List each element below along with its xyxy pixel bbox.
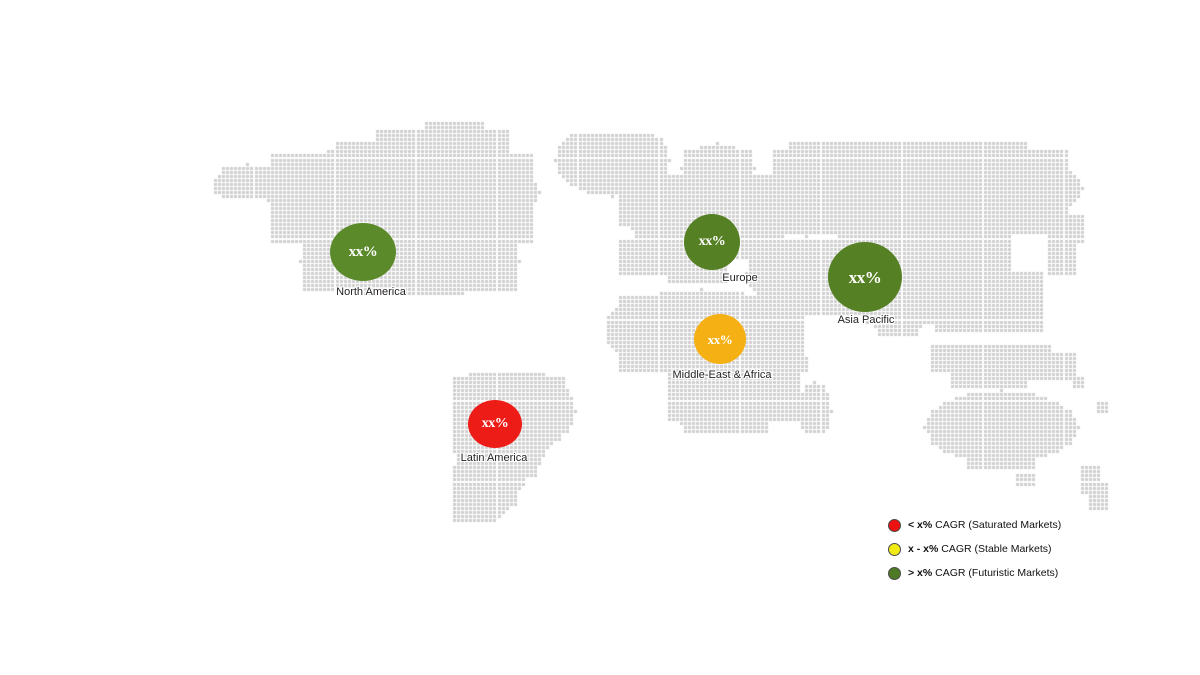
- legend-item-saturated[interactable]: < x% CAGR (Saturated Markets): [888, 518, 1061, 532]
- legend-swatch-futuristic: [888, 566, 901, 580]
- legend: < x% CAGR (Saturated Markets) x - x% CAGR…: [888, 518, 1061, 580]
- region-label-asia-pacific: Asia Pacific: [837, 314, 895, 326]
- region-label-europe: Europe: [722, 272, 758, 284]
- region-marker-asia-pacific[interactable]: xx%: [828, 242, 902, 312]
- region-label-latin-america: Latin America: [460, 452, 528, 464]
- legend-item-futuristic[interactable]: > x% CAGR (Futuristic Markets): [888, 566, 1061, 580]
- region-value-europe: xx%: [698, 234, 726, 249]
- region-label-north-america: North America: [336, 286, 406, 298]
- region-marker-europe[interactable]: xx%: [684, 214, 740, 270]
- legend-swatch-saturated: [888, 518, 901, 532]
- legend-label-stable: x - x% CAGR (Stable Markets): [908, 542, 1052, 555]
- legend-label-futuristic: > x% CAGR (Futuristic Markets): [908, 566, 1059, 579]
- region-label-middle-east-africa: Middle-East & Africa: [672, 369, 772, 381]
- region-value-north-america: xx%: [348, 243, 378, 260]
- region-value-latin-america: xx%: [481, 416, 509, 431]
- region-marker-middle-east-africa[interactable]: xx%: [694, 314, 746, 364]
- region-value-middle-east-africa: xx%: [707, 331, 733, 347]
- region-value-asia-pacific: xx%: [848, 267, 882, 287]
- legend-swatch-stable: [888, 542, 901, 556]
- legend-item-stable[interactable]: x - x% CAGR (Stable Markets): [888, 542, 1061, 556]
- legend-label-saturated: < x% CAGR (Saturated Markets): [908, 518, 1062, 531]
- region-marker-latin-america[interactable]: xx%: [468, 400, 522, 448]
- region-marker-north-america[interactable]: xx%: [330, 223, 396, 281]
